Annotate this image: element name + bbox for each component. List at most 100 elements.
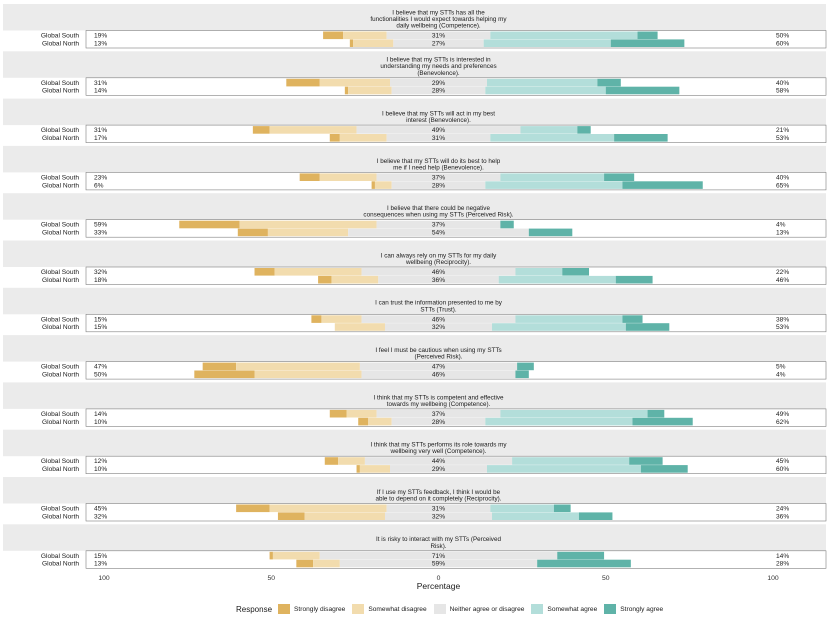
center-percentage: 46% <box>432 372 445 379</box>
facet-title-line: I can always rely on my STTs for my dail… <box>381 252 497 259</box>
row-label: Global South <box>41 316 79 323</box>
center-percentage: 46% <box>432 269 445 276</box>
right-percentage: 46% <box>776 277 789 284</box>
bar-segment <box>338 457 365 465</box>
facet-panel-6: I can always rely on my STTs for my dail… <box>3 240 827 285</box>
legend-entry: Somewhat agree <box>531 604 597 614</box>
bar-segment <box>615 275 653 284</box>
bar-segment <box>371 181 375 189</box>
center-percentage: 37% <box>432 222 445 229</box>
facet-panel-3: I believe that my STTs will act in my be… <box>3 98 827 143</box>
row-label: Global North <box>42 513 79 520</box>
row-label: Global North <box>42 324 79 331</box>
bar-segment <box>236 504 270 513</box>
right-percentage: 14% <box>776 553 789 560</box>
row-label: Global South <box>41 33 79 40</box>
bar-segment <box>296 559 314 568</box>
left-percentage: 15% <box>94 324 107 331</box>
facet-strip <box>3 51 826 78</box>
bar-segment <box>321 315 362 323</box>
row-label: Global North <box>42 277 79 284</box>
bar-segment <box>374 181 392 189</box>
center-percentage: 28% <box>432 419 445 426</box>
facet-title-line: I think that my STTs is competent and ef… <box>373 394 504 401</box>
bar-segment <box>537 559 631 568</box>
bar-segment <box>239 220 377 229</box>
bar-segment <box>483 39 611 47</box>
x-tick-label: 50 <box>602 575 610 582</box>
facet-title-line: Risk). <box>430 543 446 550</box>
facet-title-line: wellbeing (Reciprocity). <box>405 259 471 266</box>
bar-segment <box>334 323 385 331</box>
facet-strip <box>3 145 826 173</box>
bar-segment <box>323 31 344 40</box>
left-percentage: 15% <box>94 553 107 560</box>
bar-segment <box>252 126 270 134</box>
facet-strip <box>3 477 826 504</box>
facet-title-line: consequences when using my STTs (Perceiv… <box>363 212 513 219</box>
bar-segment <box>485 417 633 426</box>
facet-panel-9: I think that my STTs is competent and ef… <box>3 382 827 427</box>
row-label: Global North <box>42 182 79 189</box>
bar-segment <box>236 362 360 371</box>
bar-segment <box>500 409 648 418</box>
facet-panel-10: I think that my STTs performs its role t… <box>3 429 827 475</box>
bar-segment <box>614 134 668 142</box>
bar-segment <box>386 134 491 142</box>
bar-segment <box>339 134 387 142</box>
bar-segment <box>329 409 347 418</box>
facet-panel-2: I believe that my STTs is interested inu… <box>3 51 827 96</box>
right-percentage: 4% <box>776 372 786 379</box>
row-label: Global South <box>41 411 79 418</box>
bar-segment <box>361 268 516 276</box>
legend-label: Somewhat disagree <box>368 605 427 613</box>
left-percentage: 13% <box>94 40 107 47</box>
facet-strip <box>3 193 826 220</box>
bar-segment <box>319 173 377 181</box>
bar-segment <box>386 504 491 513</box>
bar-segment <box>313 559 340 568</box>
bar-segment <box>515 268 563 276</box>
facet-title-line: I can trust the information presented to… <box>375 300 503 307</box>
bar-segment <box>272 551 320 560</box>
bar-segment <box>364 457 513 465</box>
right-percentage: 21% <box>776 127 789 134</box>
center-percentage: 44% <box>432 458 445 465</box>
right-percentage: 4% <box>776 222 786 229</box>
row-label: Global South <box>41 364 79 371</box>
center-percentage: 29% <box>432 80 445 87</box>
bar-segment <box>625 323 670 331</box>
facet-title-line: I believe that my STTs will act in my be… <box>382 111 495 118</box>
bar-segment <box>604 173 635 181</box>
right-percentage: 50% <box>776 33 789 40</box>
bar-segment <box>485 86 606 95</box>
bar-segment <box>500 220 514 229</box>
facet-title-line: (Perceived Risk). <box>415 354 463 361</box>
bar-segment <box>299 173 320 181</box>
center-percentage: 37% <box>432 411 445 418</box>
facet-panel-11: If I use my STTs feedback, I think I wou… <box>3 477 827 522</box>
bar-segment <box>490 504 554 513</box>
bar-segment <box>384 323 493 331</box>
facet-title-line: I think that my STTs performs its role t… <box>370 442 507 449</box>
bar-segment <box>356 465 360 473</box>
facet-strip <box>3 429 826 457</box>
bar-segment <box>622 315 643 323</box>
row-label: Global North <box>42 40 79 47</box>
left-percentage: 14% <box>94 88 107 95</box>
bar-segment <box>202 362 237 371</box>
right-percentage: 28% <box>776 561 789 568</box>
right-percentage: 13% <box>776 230 789 237</box>
bar-segment <box>304 512 385 520</box>
bar-segment <box>274 268 362 276</box>
center-percentage: 31% <box>432 506 445 513</box>
left-percentage: 13% <box>94 561 107 568</box>
bar-segment <box>269 551 273 560</box>
bar-segment <box>389 465 488 473</box>
bar-segment <box>515 315 623 323</box>
bar-segment <box>269 504 387 513</box>
bar-segment <box>277 512 305 520</box>
bar-segment <box>361 370 516 379</box>
center-percentage: 49% <box>432 127 445 134</box>
left-percentage: 17% <box>94 135 107 142</box>
